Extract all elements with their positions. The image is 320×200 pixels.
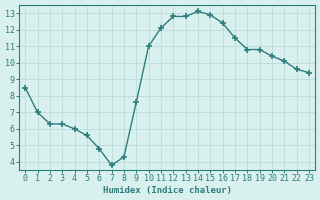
X-axis label: Humidex (Indice chaleur): Humidex (Indice chaleur) [103, 186, 232, 195]
